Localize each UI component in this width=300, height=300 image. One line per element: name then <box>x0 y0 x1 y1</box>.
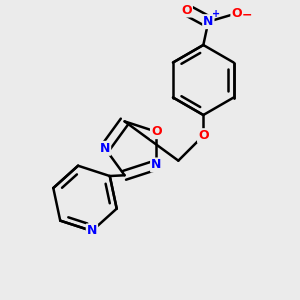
Text: N: N <box>100 142 110 155</box>
Text: +: + <box>212 9 220 19</box>
Text: −: − <box>242 8 253 22</box>
Text: O: O <box>182 4 192 16</box>
Text: O: O <box>198 129 208 142</box>
Text: N: N <box>87 224 97 237</box>
Text: O: O <box>151 125 162 138</box>
Text: N: N <box>151 158 161 172</box>
Text: O: O <box>231 7 242 20</box>
Text: N: N <box>203 15 214 28</box>
